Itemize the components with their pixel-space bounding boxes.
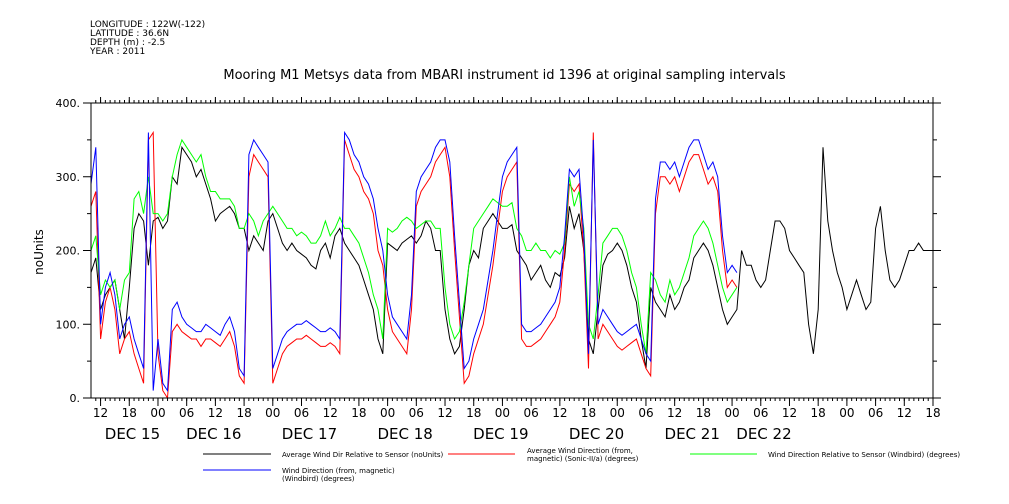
x-date-label-1: DEC 16: [186, 425, 241, 443]
x-tick-label-20: 12: [667, 406, 682, 420]
x-tick-label-6: 00: [265, 406, 280, 420]
legend-label-0: Average Wind Dir Relative to Sensor (noU…: [282, 451, 444, 459]
x-tick-label-14: 00: [495, 406, 510, 420]
x-tick-label-18: 00: [610, 406, 625, 420]
series-line-1: [90, 130, 738, 400]
x-tick-label-2: 00: [150, 406, 165, 420]
meta-line-0: LONGITUDE : 122W(-122): [90, 20, 206, 30]
chart-title: Mooring M1 Metsys data from MBARI instru…: [223, 68, 786, 83]
x-tick-label-21: 18: [696, 406, 711, 420]
x-tick-label-0: 12: [93, 406, 108, 420]
x-tick-label-12: 12: [437, 406, 452, 420]
x-tick-label-25: 18: [811, 406, 826, 420]
x-date-label-4: DEC 19: [473, 425, 528, 443]
legend-label-3: Wind Direction (from, magnetic) (Windbir…: [282, 467, 395, 483]
x-date-label-5: DEC 20: [569, 425, 624, 443]
y-tick-label-0: 0.: [70, 392, 81, 405]
x-tick-label-7: 06: [294, 406, 309, 420]
meta-line-3: YEAR : 2011: [90, 47, 146, 57]
x-tick-label-23: 06: [753, 406, 768, 420]
x-tick-label-4: 12: [208, 406, 223, 420]
x-tick-label-24: 12: [782, 406, 797, 420]
x-tick-label-17: 18: [581, 406, 596, 420]
x-tick-label-1: 18: [122, 406, 137, 420]
x-tick-label-16: 12: [552, 406, 567, 420]
x-tick-label-29: 18: [925, 406, 940, 420]
meta-line-2: DEPTH (m) : -2.5: [90, 38, 166, 48]
x-tick-label-15: 06: [523, 406, 538, 420]
x-tick-label-10: 00: [380, 406, 395, 420]
series-line-2: [90, 138, 738, 354]
x-date-label-0: DEC 15: [105, 425, 160, 443]
x-tick-label-19: 06: [638, 406, 653, 420]
x-date-label-7: DEC 22: [736, 425, 791, 443]
meta-line-1: LATITUDE : 36.6N: [90, 29, 170, 39]
y-tick-label-4: 400.: [56, 97, 81, 110]
x-date-label-2: DEC 17: [282, 425, 337, 443]
x-tick-label-11: 06: [409, 406, 424, 420]
series-line-3: [90, 130, 738, 393]
y-tick-label-3: 300.: [56, 171, 81, 184]
y-tick-label-2: 200.: [56, 245, 81, 258]
x-date-label-6: DEC 21: [665, 425, 720, 443]
series-line-0: [90, 145, 933, 369]
legend-label-1: Average Wind Direction (from, magnetic) …: [527, 447, 639, 463]
x-tick-label-3: 06: [179, 406, 194, 420]
x-tick-label-13: 18: [466, 406, 481, 420]
x-tick-label-5: 18: [236, 406, 251, 420]
x-tick-label-9: 18: [351, 406, 366, 420]
x-tick-label-22: 00: [724, 406, 739, 420]
x-tick-label-26: 00: [839, 406, 854, 420]
legend-label-2: Wind Direction Relative to Sensor (Windb…: [768, 451, 961, 459]
x-tick-label-28: 12: [897, 406, 912, 420]
x-date-label-3: DEC 18: [377, 425, 432, 443]
x-tick-label-27: 06: [868, 406, 883, 420]
x-tick-label-8: 12: [323, 406, 338, 420]
y-tick-label-1: 100.: [56, 318, 81, 331]
plot-frame: [90, 102, 934, 399]
y-axis-label: noUnits: [32, 229, 46, 275]
